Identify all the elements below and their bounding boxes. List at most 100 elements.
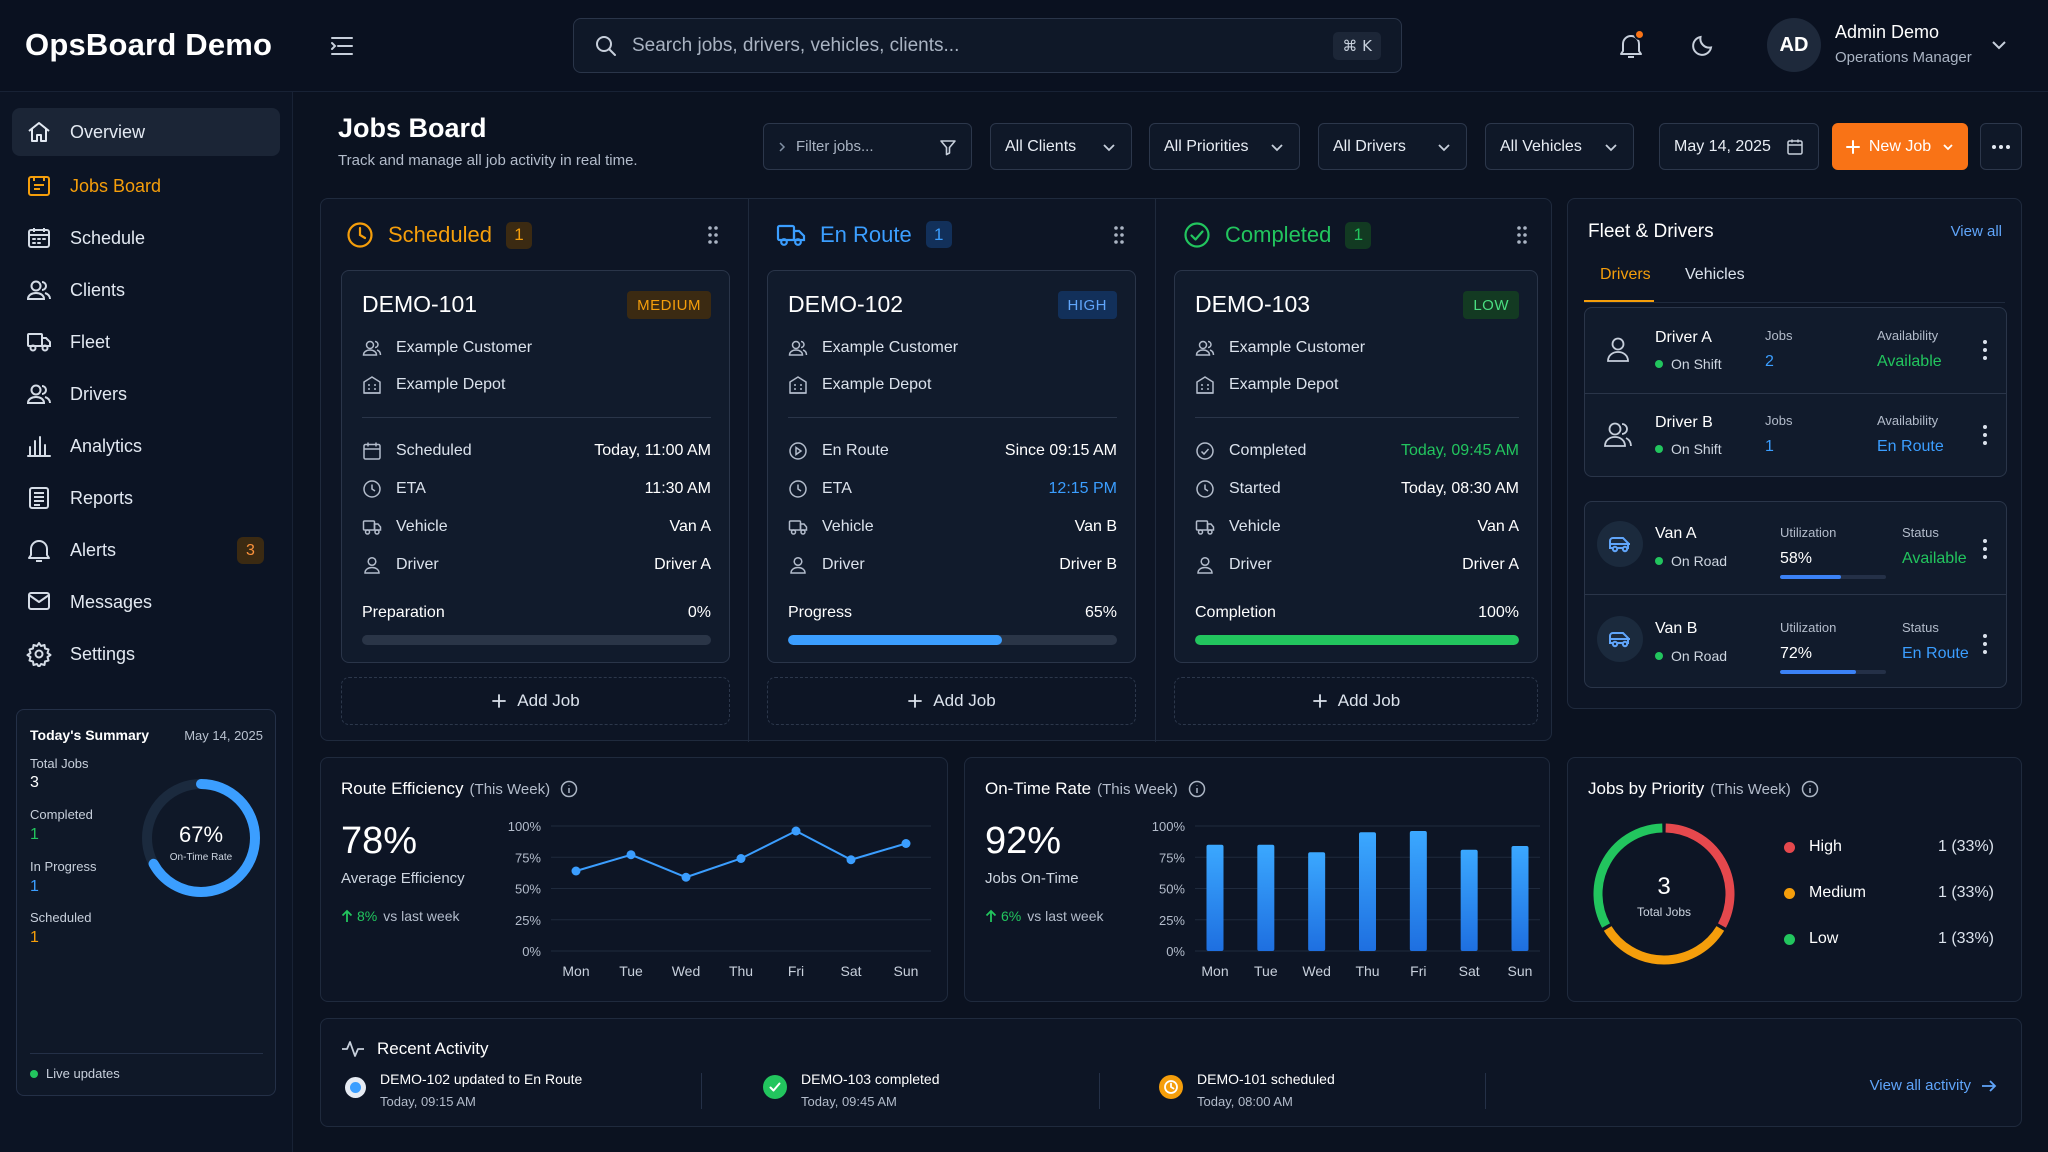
- notifications-bell-icon[interactable]: [1616, 29, 1646, 62]
- driver-row[interactable]: Driver B On Shift Jobs 1 Availability En…: [1585, 393, 2006, 477]
- sidebar-item-messages[interactable]: Messages: [12, 578, 280, 626]
- avatar[interactable]: AD: [1767, 18, 1821, 72]
- priority-badge: LOW: [1463, 291, 1519, 319]
- vehicle-row[interactable]: Van A On Road Utilization 58% Status Ava…: [1585, 507, 2006, 591]
- sidebar-item-settings[interactable]: Settings: [12, 630, 280, 678]
- theme-toggle-moon-icon[interactable]: [1689, 31, 1717, 59]
- sidebar-item-label: Clients: [70, 279, 126, 300]
- detail-value: 12:15 PM: [1048, 480, 1117, 497]
- activity-item[interactable]: DEMO-102 updated to En Route Today, 09:15…: [345, 1071, 582, 1109]
- date-picker[interactable]: May 14, 2025: [1659, 123, 1819, 170]
- job-card-demo-103[interactable]: DEMO-103 LOW Example Customer Example De…: [1174, 270, 1538, 663]
- data-point: [571, 866, 581, 876]
- x-tick-label: Tue: [619, 963, 643, 979]
- priorities-select[interactable]: All Priorities: [1149, 123, 1300, 170]
- sidebar-item-alerts[interactable]: Alerts 3: [12, 526, 280, 574]
- divider: [1099, 1073, 1100, 1109]
- chevron-down-icon[interactable]: [1990, 36, 2008, 54]
- filter-jobs-input[interactable]: Filter jobs...: [763, 123, 972, 170]
- more-horizontal-icon: [1991, 144, 2011, 150]
- data-point: [791, 826, 801, 836]
- customer-row: Example Customer: [362, 338, 711, 358]
- vehicles-select[interactable]: All Vehicles: [1485, 123, 1634, 170]
- filter-icon[interactable]: [939, 138, 957, 156]
- sidebar-item-schedule[interactable]: Schedule: [12, 214, 280, 262]
- data-point: [626, 850, 636, 860]
- view-all-activity-link[interactable]: View all activity: [1870, 1077, 1997, 1094]
- x-tick-label: Sat: [840, 963, 861, 979]
- add-job-button[interactable]: Add Job: [767, 677, 1136, 725]
- kebab-menu-icon[interactable]: [1982, 338, 1988, 362]
- utilization-value: 58%: [1780, 550, 1813, 567]
- menu-toggle-icon[interactable]: [328, 33, 356, 59]
- chevron-right-icon: [778, 141, 786, 152]
- vehicle-status: On Road: [1655, 553, 1727, 569]
- new-job-label: New Job: [1868, 137, 1932, 155]
- x-tick-label: Wed: [672, 963, 701, 979]
- sidebar-item-drivers[interactable]: Drivers: [12, 370, 280, 418]
- van-icon: [1597, 616, 1643, 662]
- add-job-button[interactable]: Add Job: [341, 677, 730, 725]
- sidebar-item-clients[interactable]: Clients: [12, 266, 280, 314]
- live-updates-indicator: Live updates: [30, 1066, 120, 1081]
- jobs-count: 2: [1765, 353, 1774, 370]
- drag-handle-icon[interactable]: [703, 224, 723, 246]
- kebab-menu-icon[interactable]: [1982, 423, 1988, 447]
- sidebar-item-analytics[interactable]: Analytics: [12, 422, 280, 470]
- drivers-select[interactable]: All Drivers: [1318, 123, 1467, 170]
- plus-icon: [491, 693, 507, 709]
- bar: [1308, 852, 1326, 951]
- detail-label: Scheduled: [396, 442, 472, 459]
- tab-vehicles[interactable]: Vehicles: [1685, 266, 1745, 283]
- kebab-menu-icon[interactable]: [1982, 632, 1988, 656]
- clients-select[interactable]: All Clients: [990, 123, 1132, 170]
- vehicle-row[interactable]: Van B On Road Utilization 72% Status En …: [1585, 602, 2006, 686]
- tab-drivers[interactable]: Drivers: [1600, 266, 1651, 283]
- column-header-scheduled: Scheduled 1: [346, 221, 532, 249]
- sidebar-item-overview[interactable]: Overview: [12, 108, 280, 156]
- detail-value: Driver A: [654, 556, 711, 573]
- legend-value: 1 (33%): [1937, 930, 1994, 947]
- sidebar-item-jobs-board[interactable]: Jobs Board: [12, 162, 280, 210]
- job-card-demo-102[interactable]: DEMO-102 HIGH Example Customer Example D…: [767, 270, 1136, 663]
- building-icon: [362, 375, 382, 395]
- priorities-select-value: All Priorities: [1164, 137, 1249, 155]
- calendar-icon: [362, 441, 382, 461]
- sidebar-item-reports[interactable]: Reports: [12, 474, 280, 522]
- job-card-demo-101[interactable]: DEMO-101 MEDIUM Example Customer Example…: [341, 270, 730, 663]
- detail-label: Driver: [396, 556, 439, 573]
- activity-item[interactable]: DEMO-101 scheduled Today, 08:00 AM: [1159, 1071, 1335, 1109]
- data-point: [846, 855, 856, 865]
- fleet-view-all-link[interactable]: View all: [1950, 223, 2002, 240]
- divider: [1195, 417, 1519, 418]
- route-efficiency-panel: Route Efficiency (This Week) 78% Average…: [320, 757, 948, 1002]
- activity-item[interactable]: DEMO-103 completed Today, 09:45 AM: [763, 1071, 940, 1109]
- bar-chart-icon: [26, 433, 52, 459]
- search-bar[interactable]: Search jobs, drivers, vehicles, clients.…: [573, 18, 1402, 73]
- detail-row: Vehicle Van B: [788, 517, 1117, 537]
- sidebar-item-label: Analytics: [70, 435, 143, 456]
- detail-label: Started: [1229, 480, 1281, 497]
- drag-handle-icon[interactable]: [1512, 224, 1532, 246]
- sidebar-item-fleet[interactable]: Fleet: [12, 318, 280, 366]
- kebab-menu-icon[interactable]: [1982, 537, 1988, 561]
- user-name[interactable]: Admin Demo: [1835, 22, 1940, 42]
- summary-completed-label: Completed: [30, 807, 93, 822]
- search-input[interactable]: Search jobs, drivers, vehicles, clients.…: [632, 34, 960, 56]
- progress-bar: [1195, 635, 1519, 645]
- new-job-button[interactable]: New Job: [1832, 123, 1968, 170]
- info-icon[interactable]: [560, 780, 578, 798]
- drag-handle-icon[interactable]: [1109, 224, 1129, 246]
- activity-title: Recent Activity: [377, 1039, 489, 1058]
- add-job-button[interactable]: Add Job: [1174, 677, 1538, 725]
- info-icon[interactable]: [1188, 780, 1206, 798]
- bar: [1409, 831, 1427, 951]
- user-icon: [1195, 555, 1215, 575]
- priority-title: Jobs by Priority: [1588, 779, 1705, 798]
- info-icon[interactable]: [1801, 780, 1819, 798]
- more-options-button[interactable]: [1980, 123, 2022, 170]
- customer-row: Example Customer: [788, 338, 1117, 358]
- panel-title: On-Time Rate (This Week): [985, 779, 1206, 799]
- y-tick-label: 0%: [522, 944, 541, 959]
- driver-row[interactable]: Driver A On Shift Jobs 2 Availability Av…: [1585, 308, 2006, 392]
